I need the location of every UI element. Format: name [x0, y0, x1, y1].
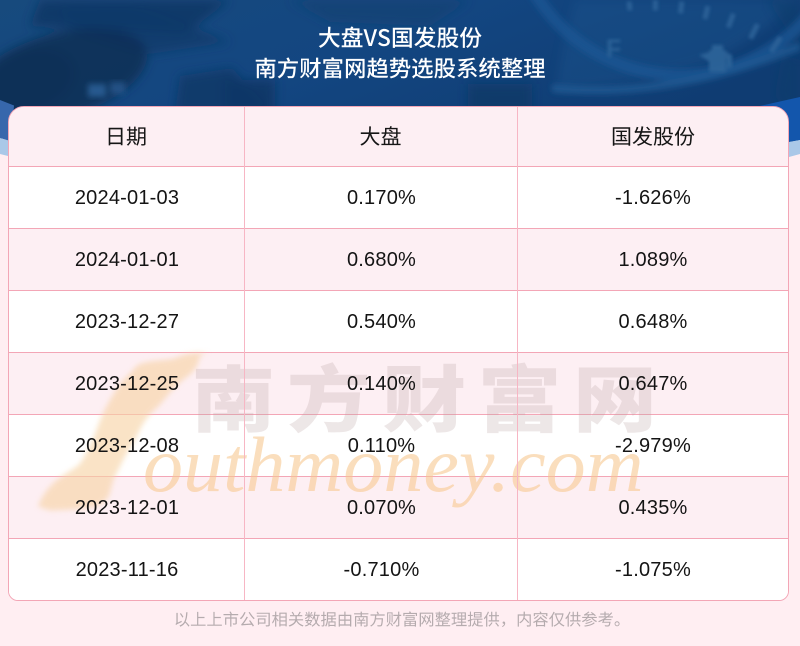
- svg-text:F: F: [606, 35, 621, 63]
